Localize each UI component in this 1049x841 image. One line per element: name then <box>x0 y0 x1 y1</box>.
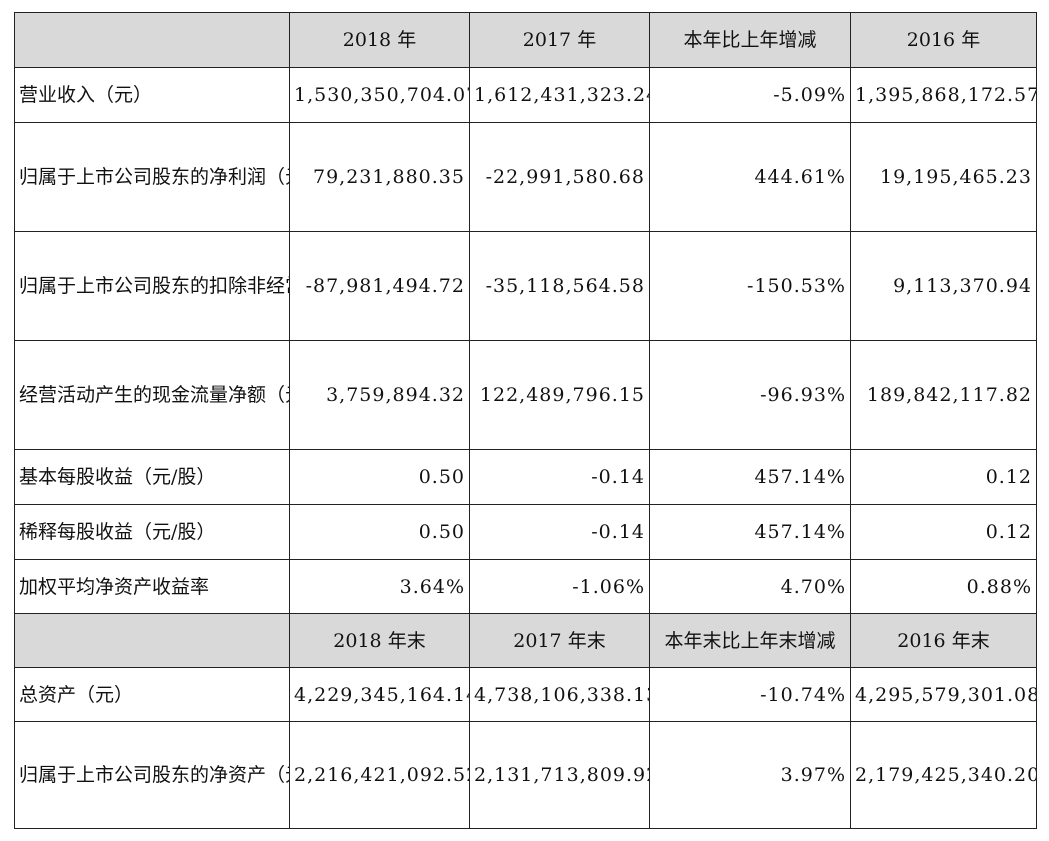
value-cell: 3,759,894.32 <box>289 340 470 450</box>
header-cell: 2018 年 <box>289 12 470 68</box>
value-cell: 457.14% <box>649 504 851 560</box>
table-row: 稀释每股收益（元/股） 0.50 -0.14 457.14% 0.12 <box>14 504 1037 560</box>
value-cell: 4,738,106,338.13 <box>469 667 650 722</box>
row-label: 稀释每股收益（元/股） <box>14 504 290 560</box>
value-cell: -1.06% <box>469 559 650 614</box>
table-row: 归属于上市公司股东的扣除非经常性损益的净利润（元） -87,981,494.72… <box>14 231 1037 341</box>
table-row: 营业收入（元） 1,530,350,704.07 1,612,431,323.2… <box>14 67 1037 123</box>
row-label: 归属于上市公司股东的净利润（元） <box>14 122 290 232</box>
row-label: 归属于上市公司股东的净资产（元） <box>14 721 290 829</box>
table-row: 归属于上市公司股东的净资产（元） 2,216,421,092.52 2,131,… <box>14 721 1037 829</box>
value-cell: 1,395,868,172.57 <box>850 67 1037 123</box>
value-cell: 4.70% <box>649 559 851 614</box>
header-cell: 2017 年末 <box>469 613 650 668</box>
value-cell: -22,991,580.68 <box>469 122 650 232</box>
header-cell: 2016 年末 <box>850 613 1037 668</box>
value-cell: -0.14 <box>469 504 650 560</box>
value-cell: 0.88% <box>850 559 1037 614</box>
value-cell: 4,229,345,164.14 <box>289 667 470 722</box>
value-cell: 9,113,370.94 <box>850 231 1037 341</box>
row-label: 归属于上市公司股东的扣除非经常性损益的净利润（元） <box>14 231 290 341</box>
value-cell: 444.61% <box>649 122 851 232</box>
value-cell: -150.53% <box>649 231 851 341</box>
value-cell: 1,530,350,704.07 <box>289 67 470 123</box>
value-cell: -0.14 <box>469 449 650 505</box>
row-label: 加权平均净资产收益率 <box>14 559 290 614</box>
value-cell: -96.93% <box>649 340 851 450</box>
value-cell: 3.97% <box>649 721 851 829</box>
value-cell: 79,231,880.35 <box>289 122 470 232</box>
value-cell: -87,981,494.72 <box>289 231 470 341</box>
value-cell: 3.64% <box>289 559 470 614</box>
financial-table: 2018 年 2017 年 本年比上年增减 2016 年 营业收入（元） 1,5… <box>14 12 1037 829</box>
value-cell: 122,489,796.15 <box>469 340 650 450</box>
table-row: 基本每股收益（元/股） 0.50 -0.14 457.14% 0.12 <box>14 449 1037 505</box>
value-cell: 457.14% <box>649 449 851 505</box>
value-cell: 4,295,579,301.08 <box>850 667 1037 722</box>
header-row: 2018 年末 2017 年末 本年末比上年末增减 2016 年末 <box>14 613 1037 668</box>
header-cell: 2018 年末 <box>289 613 470 668</box>
value-cell: 189,842,117.82 <box>850 340 1037 450</box>
row-label: 营业收入（元） <box>14 67 290 123</box>
row-label: 经营活动产生的现金流量净额（元） <box>14 340 290 450</box>
row-label: 基本每股收益（元/股） <box>14 449 290 505</box>
row-label: 总资产（元） <box>14 667 290 722</box>
table-row: 经营活动产生的现金流量净额（元） 3,759,894.32 122,489,79… <box>14 340 1037 450</box>
header-blank-cell <box>14 613 290 668</box>
header-cell: 本年末比上年末增减 <box>649 613 851 668</box>
table-row: 加权平均净资产收益率 3.64% -1.06% 4.70% 0.88% <box>14 559 1037 614</box>
value-cell: 2,131,713,809.92 <box>469 721 650 829</box>
value-cell: 1,612,431,323.24 <box>469 67 650 123</box>
value-cell: 2,216,421,092.52 <box>289 721 470 829</box>
value-cell: -35,118,564.58 <box>469 231 650 341</box>
value-cell: -10.74% <box>649 667 851 722</box>
header-cell: 2016 年 <box>850 12 1037 68</box>
value-cell: 2,179,425,340.20 <box>850 721 1037 829</box>
header-cell: 2017 年 <box>469 12 650 68</box>
table-row: 归属于上市公司股东的净利润（元） 79,231,880.35 -22,991,5… <box>14 122 1037 232</box>
value-cell: 0.12 <box>850 449 1037 505</box>
value-cell: 0.50 <box>289 449 470 505</box>
table-row: 总资产（元） 4,229,345,164.14 4,738,106,338.13… <box>14 667 1037 722</box>
value-cell: -5.09% <box>649 67 851 123</box>
header-blank-cell <box>14 12 290 68</box>
header-cell: 本年比上年增减 <box>649 12 851 68</box>
value-cell: 0.50 <box>289 504 470 560</box>
value-cell: 19,195,465.23 <box>850 122 1037 232</box>
header-row: 2018 年 2017 年 本年比上年增减 2016 年 <box>14 12 1037 68</box>
value-cell: 0.12 <box>850 504 1037 560</box>
